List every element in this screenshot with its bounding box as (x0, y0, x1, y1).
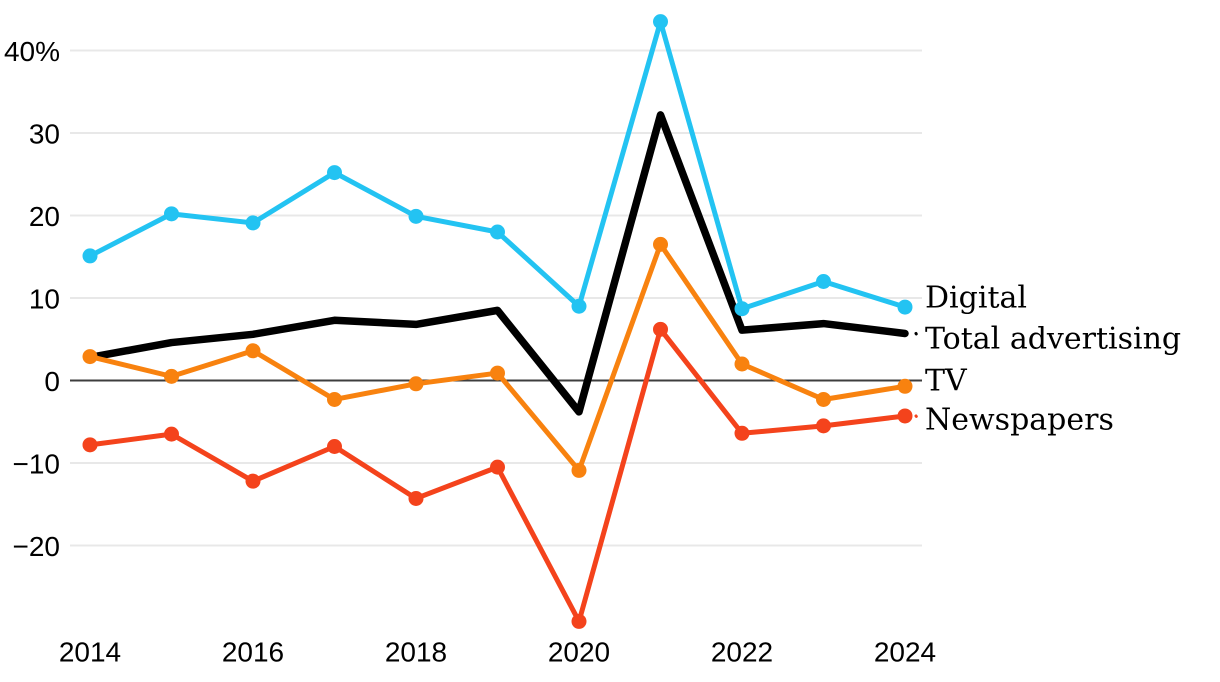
x-tick-label-2014: 2014 (59, 637, 121, 668)
y-tick-label-20: 20 (29, 201, 60, 232)
data-point-newspapers-2021 (653, 321, 668, 337)
data-point-digital-2016 (245, 215, 261, 231)
series-label-total-advertising: Total advertising (925, 321, 1182, 357)
data-point-newspapers-2023 (816, 418, 831, 434)
x-tick-label-2016: 2016 (222, 637, 284, 668)
leader-line-total-advertising (914, 331, 921, 341)
x-tick-label-2022: 2022 (711, 637, 773, 668)
data-point-tv-2014 (82, 349, 98, 365)
x-tick-label-2018: 2018 (385, 637, 447, 668)
series-line-tv (87, 241, 908, 473)
data-point-digital-2021 (653, 14, 668, 30)
data-point-tv-2017 (327, 391, 342, 407)
y-tick-label-40: 40% (4, 36, 60, 67)
data-point-tv-2020 (571, 462, 587, 478)
x-tick-label-2024: 2024 (874, 637, 936, 668)
x-tick-label-2020: 2020 (548, 637, 610, 668)
y-tick-label--20: −20 (13, 531, 61, 562)
series-line-total-advertising (86, 111, 909, 416)
data-point-tv-2021 (653, 236, 668, 252)
data-point-digital-2024 (897, 299, 913, 315)
y-tick-label-30: 30 (29, 119, 60, 150)
data-point-newspapers-2024 (897, 408, 913, 424)
series-label-digital: Digital (925, 280, 1027, 316)
data-point-newspapers-2014 (82, 437, 98, 453)
data-point-newspapers-2020 (571, 613, 587, 629)
y-tick-label-0: 0 (44, 366, 60, 397)
data-point-tv-2019 (490, 365, 505, 381)
data-point-newspapers-2018 (408, 490, 424, 506)
data-point-tv-2023 (816, 391, 831, 407)
data-point-newspapers-2019 (490, 459, 505, 475)
data-point-tv-2015 (164, 368, 179, 384)
data-point-tv-2016 (245, 343, 261, 359)
data-point-digital-2020 (571, 298, 587, 314)
leader-line-newspapers (914, 414, 921, 422)
data-point-tv-2024 (897, 378, 913, 394)
data-point-newspapers-2017 (327, 439, 342, 454)
series-label-tv: TV (925, 363, 967, 399)
data-point-tv-2022 (734, 356, 750, 372)
y-tick-label--10: −10 (13, 449, 61, 480)
series-line-digital (87, 19, 908, 312)
data-point-digital-2018 (408, 208, 424, 224)
data-point-digital-2017 (327, 165, 342, 181)
data-point-digital-2019 (490, 224, 505, 240)
data-point-newspapers-2022 (734, 425, 750, 441)
data-point-newspapers-2016 (245, 473, 261, 489)
data-point-digital-2023 (816, 274, 831, 289)
series-label-newspapers: Newspapers (925, 402, 1114, 438)
data-point-digital-2022 (734, 301, 750, 317)
data-point-tv-2018 (408, 376, 424, 392)
y-tick-label-10: 10 (29, 284, 60, 315)
data-point-newspapers-2015 (164, 426, 179, 442)
data-point-digital-2015 (164, 206, 179, 222)
data-point-digital-2014 (82, 248, 98, 264)
